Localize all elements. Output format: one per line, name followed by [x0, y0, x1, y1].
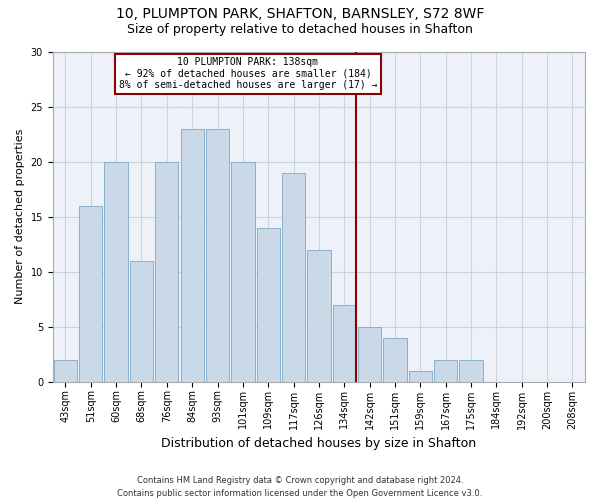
Bar	[282, 172, 305, 382]
Bar	[409, 370, 432, 382]
Bar	[307, 250, 331, 382]
Bar	[358, 326, 381, 382]
Text: Contains HM Land Registry data © Crown copyright and database right 2024.
Contai: Contains HM Land Registry data © Crown c…	[118, 476, 482, 498]
Bar	[459, 360, 482, 382]
Bar	[130, 260, 153, 382]
Bar	[257, 228, 280, 382]
Bar	[79, 206, 103, 382]
Bar	[181, 128, 204, 382]
Text: Size of property relative to detached houses in Shafton: Size of property relative to detached ho…	[127, 22, 473, 36]
X-axis label: Distribution of detached houses by size in Shafton: Distribution of detached houses by size …	[161, 437, 476, 450]
Bar	[231, 162, 254, 382]
Bar	[206, 128, 229, 382]
Bar	[383, 338, 407, 382]
Bar	[434, 360, 457, 382]
Y-axis label: Number of detached properties: Number of detached properties	[15, 129, 25, 304]
Text: 10 PLUMPTON PARK: 138sqm
← 92% of detached houses are smaller (184)
8% of semi-d: 10 PLUMPTON PARK: 138sqm ← 92% of detach…	[119, 57, 377, 90]
Bar	[104, 162, 128, 382]
Bar	[332, 304, 356, 382]
Bar	[54, 360, 77, 382]
Bar	[155, 162, 178, 382]
Text: 10, PLUMPTON PARK, SHAFTON, BARNSLEY, S72 8WF: 10, PLUMPTON PARK, SHAFTON, BARNSLEY, S7…	[116, 8, 484, 22]
